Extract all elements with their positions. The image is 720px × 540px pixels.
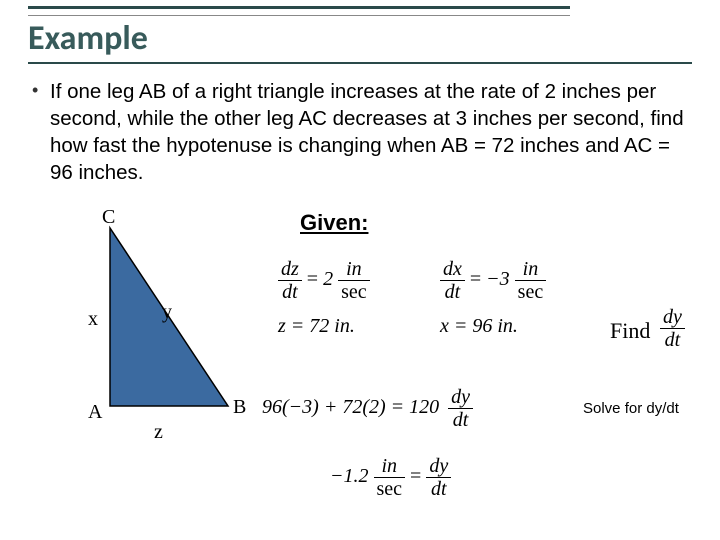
title-underline	[28, 62, 692, 64]
work-lhs: 96(−3) + 72(2) = 120	[262, 396, 439, 418]
problem-text: If one leg AB of a right triangle increa…	[50, 78, 690, 186]
dz-num: dz	[278, 258, 302, 281]
find-dy-dt: dydt	[660, 306, 685, 351]
unit-in-3: in	[374, 455, 406, 478]
result-dy-num: dy	[426, 455, 451, 478]
result-dy-den: dt	[426, 478, 451, 500]
vertex-a-label: A	[88, 401, 102, 424]
find-dy-den: dt	[660, 329, 685, 351]
solve-label: Solve for dy/dt	[583, 400, 679, 417]
vertex-b-label: B	[233, 396, 246, 419]
dx-num: dx	[440, 258, 465, 281]
find-label: Find	[610, 318, 650, 344]
dz-den: dt	[278, 281, 302, 303]
bullet-glyph: •	[32, 80, 38, 101]
dx-val: −3	[486, 268, 510, 290]
unit-in-2: in	[515, 258, 547, 281]
eq-z-value: z = 72 in.	[278, 315, 355, 338]
dz-val: 2	[323, 268, 333, 290]
unit-sec-2: sec	[515, 281, 547, 303]
unit-sec-1: sec	[338, 281, 370, 303]
work-dy-den: dt	[448, 409, 473, 431]
side-x-label: x	[88, 308, 98, 331]
eq-dz-dt: dzdt = 2 insec	[278, 258, 370, 303]
given-heading: Given:	[300, 210, 368, 236]
work-dy-num: dy	[448, 386, 473, 409]
page-title: Example	[28, 18, 148, 59]
result-val: −1.2	[330, 465, 369, 487]
triangle-diagram: C x y A B z	[88, 206, 248, 436]
find-dy-num: dy	[660, 306, 685, 329]
unit-sec-3: sec	[374, 478, 406, 500]
side-y-label: y	[162, 301, 172, 324]
eq-result: −1.2 insec = dydt	[330, 455, 451, 500]
eq-dx-dt: dxdt = −3 insec	[440, 258, 546, 303]
eq-x-value: x = 96 in.	[440, 315, 518, 338]
side-z-label: z	[154, 421, 163, 444]
dx-den: dt	[440, 281, 465, 303]
unit-in-1: in	[338, 258, 370, 281]
top-rule	[28, 6, 570, 16]
vertex-c-label: C	[102, 206, 115, 229]
eq-work: 96(−3) + 72(2) = 120 dydt	[262, 386, 473, 431]
